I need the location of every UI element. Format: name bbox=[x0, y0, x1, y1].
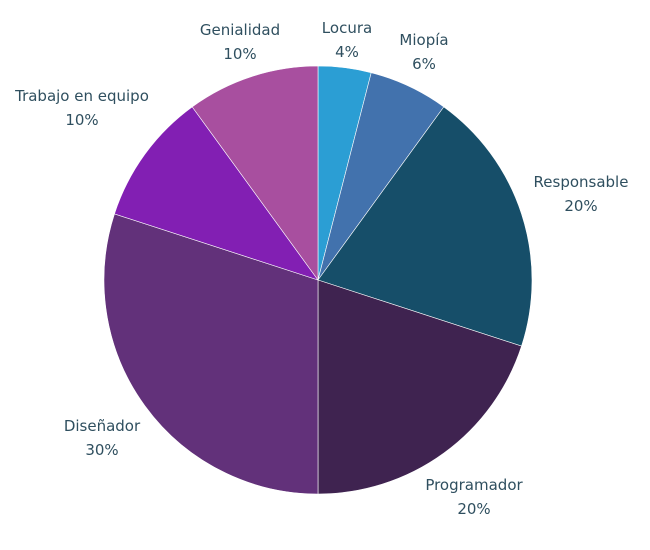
slice-value-label: 10% bbox=[65, 111, 98, 129]
slice-name-label: Genialidad bbox=[200, 21, 280, 39]
pie-slice-responsable bbox=[317, 106, 533, 347]
pie-slice-trabajo-en-equipo bbox=[114, 106, 319, 281]
pie-slices bbox=[103, 65, 533, 495]
slice-value-label: 6% bbox=[412, 55, 436, 73]
slice-value-label: 20% bbox=[564, 197, 597, 215]
pie-slice-diseñador bbox=[103, 213, 319, 495]
slice-value-label: 20% bbox=[457, 500, 490, 518]
pie-labels: Locura 4% Miopía 6% Responsable 20% Programado… bbox=[14, 19, 628, 518]
slice-name-label: Locura bbox=[322, 19, 372, 37]
slice-value-label: 30% bbox=[85, 441, 118, 459]
slice-name-label: Miopía bbox=[399, 31, 448, 49]
pie-slice-programador bbox=[317, 279, 522, 495]
slice-value-label: 4% bbox=[335, 43, 359, 61]
slice-name-label: Diseñador bbox=[64, 417, 141, 435]
slice-name-label: Responsable bbox=[534, 173, 629, 191]
slice-name-label: Trabajo en equipo bbox=[14, 87, 149, 105]
slice-name-label: Programador bbox=[425, 476, 523, 494]
slice-value-label: 10% bbox=[223, 45, 256, 63]
pie-slice-genialidad bbox=[191, 65, 319, 281]
